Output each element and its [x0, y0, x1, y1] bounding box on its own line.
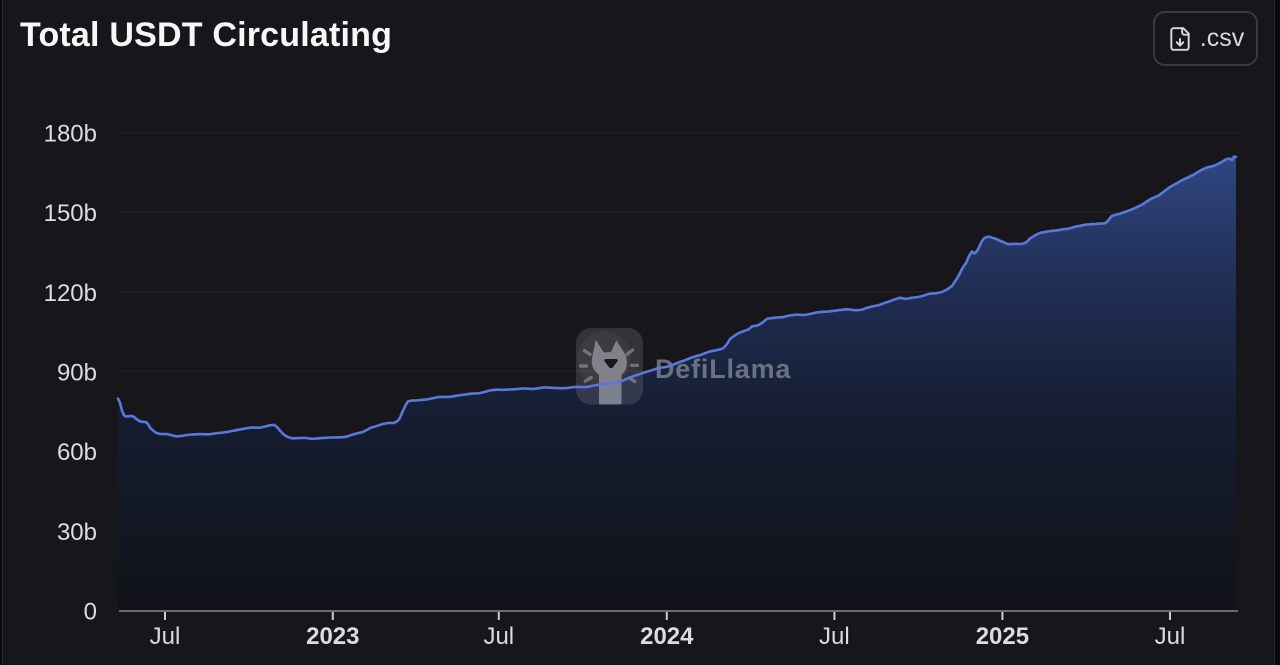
svg-text:30b: 30b [57, 519, 97, 546]
svg-text:Jul: Jul [819, 623, 850, 650]
svg-text:150b: 150b [44, 200, 97, 227]
svg-text:0: 0 [84, 599, 97, 626]
svg-text:Jul: Jul [1155, 623, 1186, 650]
svg-text:2025: 2025 [976, 623, 1029, 650]
svg-text:Jul: Jul [150, 623, 181, 650]
svg-text:60b: 60b [57, 439, 97, 466]
svg-text:DefiLlama: DefiLlama [655, 354, 791, 384]
svg-text:180b: 180b [44, 121, 97, 148]
svg-text:90b: 90b [57, 360, 97, 387]
svg-text:2023: 2023 [306, 623, 359, 650]
svg-text:120b: 120b [44, 280, 97, 307]
svg-text:Jul: Jul [483, 623, 514, 650]
svg-text:2024: 2024 [640, 623, 694, 650]
